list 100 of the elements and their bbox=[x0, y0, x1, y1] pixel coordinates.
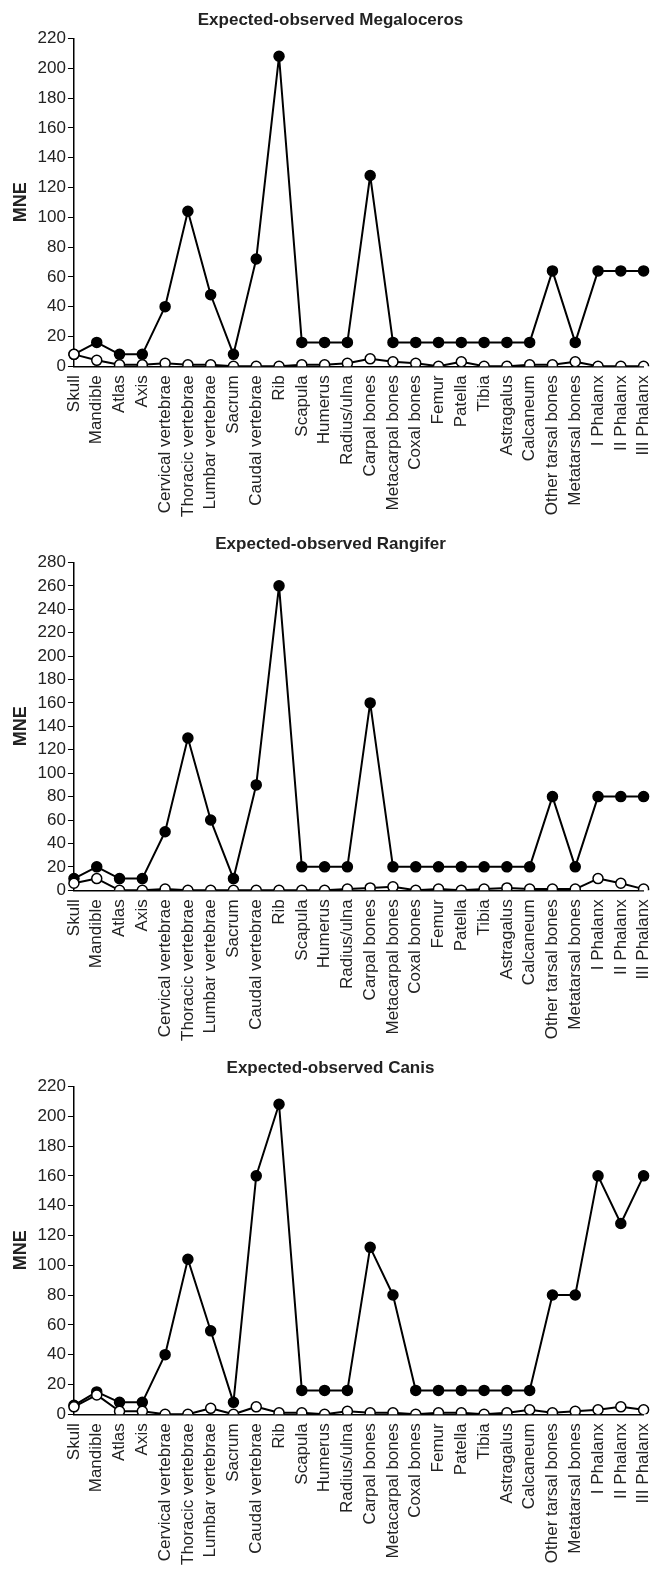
x-tick-label: Femur bbox=[428, 1422, 448, 1473]
x-tick-label: Tibia bbox=[473, 374, 493, 412]
y-tick-label: 20 bbox=[47, 1374, 66, 1394]
x-tick-label: Mandible bbox=[86, 899, 106, 969]
y-tick-label: 120 bbox=[37, 1225, 66, 1245]
x-tick-label: I Phalanx bbox=[587, 1422, 607, 1495]
x-tick-label: Metacarpal bones bbox=[382, 899, 402, 1035]
y-tick-label: 100 bbox=[37, 762, 66, 782]
y-tick-label: 240 bbox=[37, 598, 66, 618]
x-tick-label: III Phalanx bbox=[633, 898, 653, 980]
x-tick-label: Femur bbox=[428, 374, 448, 425]
x-tick-label: Caudal vertebrae bbox=[245, 1423, 265, 1554]
y-tick-label: 220 bbox=[37, 622, 66, 642]
y-tick-label: 140 bbox=[37, 1195, 66, 1215]
x-tick-label: Mandible bbox=[86, 1423, 106, 1493]
x-tick-label: Femur bbox=[428, 898, 448, 949]
y-tick-label: 60 bbox=[47, 266, 66, 286]
x-tick-label: Calcaneum bbox=[519, 375, 539, 462]
x-tick-label: Patella bbox=[451, 374, 470, 428]
y-tick-label: 160 bbox=[37, 117, 66, 137]
x-tick-label: Thoracic vertebrae bbox=[177, 899, 197, 1042]
y-tick-label: 40 bbox=[47, 1344, 66, 1364]
y-tick-label: 20 bbox=[47, 856, 66, 876]
y-tick-label: 180 bbox=[37, 1135, 66, 1155]
x-tick-label: III Phalanx bbox=[633, 374, 653, 456]
x-tick-label: Patella bbox=[451, 1422, 470, 1476]
x-tick-label: Thoracic vertebrae bbox=[177, 1423, 197, 1566]
x-tick-label: Other tarsal bones bbox=[542, 375, 562, 516]
x-tick-label: Calcaneum bbox=[519, 899, 539, 986]
y-tick-label: 180 bbox=[37, 87, 66, 107]
x-tick-label: Metatarsal bones bbox=[564, 899, 584, 1030]
x-tick-label: Astragalus bbox=[496, 1423, 516, 1504]
chart-title: Expected-observed Canis bbox=[226, 1057, 435, 1077]
y-tick-label: 40 bbox=[47, 296, 66, 316]
x-tick-label: Carpal bones bbox=[359, 1423, 379, 1525]
x-tick-label: Humerus bbox=[314, 375, 334, 445]
y-tick-label: 160 bbox=[37, 1165, 66, 1185]
chart-title: Expected-observed Rangifer bbox=[215, 533, 447, 553]
x-tick-label: Axis bbox=[132, 375, 152, 408]
x-tick-label: Scapula bbox=[291, 1422, 311, 1485]
x-tick-label: Other tarsal bones bbox=[542, 1423, 562, 1564]
x-tick-label: II Phalanx bbox=[610, 374, 630, 451]
x-tick-label: Humerus bbox=[314, 899, 334, 969]
x-tick-label: Sacrum bbox=[223, 375, 243, 434]
x-tick-label: Sacrum bbox=[223, 1423, 243, 1482]
y-tick-label: 200 bbox=[37, 645, 66, 665]
x-tick-label: Cervical vertebrae bbox=[154, 375, 174, 514]
x-tick-label: Scapula bbox=[291, 374, 311, 437]
y-tick-label: 180 bbox=[37, 669, 66, 689]
x-tick-label: Skull bbox=[63, 1423, 83, 1461]
x-tick-label: Skull bbox=[63, 899, 83, 937]
x-tick-label: Tibia bbox=[473, 898, 493, 936]
y-tick-label: 260 bbox=[37, 575, 66, 595]
x-tick-label: Axis bbox=[132, 1423, 152, 1456]
x-tick-label: Radius/ulna bbox=[337, 374, 357, 466]
x-tick-label: Coxal bones bbox=[405, 899, 425, 994]
y-tick-label: 80 bbox=[47, 236, 66, 256]
x-tick-label: Other tarsal bones bbox=[542, 899, 562, 1040]
y-tick-label: 80 bbox=[47, 786, 66, 806]
x-tick-label: Thoracic vertebrae bbox=[177, 375, 197, 518]
y-tick-label: 60 bbox=[47, 1314, 66, 1334]
y-tick-label: 280 bbox=[37, 552, 66, 572]
x-tick-label: Scapula bbox=[291, 898, 311, 961]
x-tick-label: Humerus bbox=[314, 1423, 334, 1493]
x-tick-label: Astragalus bbox=[496, 899, 516, 980]
x-tick-label: Carpal bones bbox=[359, 899, 379, 1001]
x-tick-label: I Phalanx bbox=[587, 374, 607, 447]
y-axis-title: MNE bbox=[9, 182, 30, 223]
x-tick-label: Radius/ulna bbox=[337, 898, 357, 990]
x-tick-label: Rib bbox=[268, 899, 288, 925]
y-tick-label: 140 bbox=[37, 716, 66, 736]
x-tick-label: Rib bbox=[268, 1423, 288, 1449]
y-axis-title: MNE bbox=[9, 1230, 30, 1271]
y-tick-label: 0 bbox=[56, 355, 66, 375]
y-tick-label: 220 bbox=[37, 28, 66, 48]
x-tick-label: Cervical vertebrae bbox=[154, 899, 174, 1038]
chart-title: Expected-observed Megaloceros bbox=[197, 9, 464, 29]
x-tick-label: Coxal bones bbox=[405, 1423, 425, 1518]
x-tick-label: Skull bbox=[63, 375, 83, 413]
y-tick-label: 40 bbox=[47, 833, 66, 853]
y-tick-label: 0 bbox=[56, 1403, 66, 1423]
x-tick-label: Lumbar vertebrae bbox=[200, 899, 220, 1034]
y-tick-label: 200 bbox=[37, 57, 66, 77]
x-tick-label: Mandible bbox=[86, 375, 106, 445]
x-tick-label: Astragalus bbox=[496, 375, 516, 456]
y-tick-label: 100 bbox=[37, 1254, 66, 1274]
y-tick-label: 20 bbox=[47, 326, 66, 346]
x-tick-label: Patella bbox=[451, 898, 470, 952]
y-tick-label: 100 bbox=[37, 206, 66, 226]
x-tick-label: Lumbar vertebrae bbox=[200, 375, 220, 510]
x-tick-label: Carpal bones bbox=[359, 375, 379, 477]
x-tick-label: Coxal bones bbox=[405, 375, 425, 470]
y-tick-label: 220 bbox=[37, 1076, 66, 1096]
x-tick-label: Lumbar vertebrae bbox=[200, 1423, 220, 1558]
y-axis-title: MNE bbox=[9, 706, 30, 747]
x-tick-label: Metacarpal bones bbox=[382, 1423, 402, 1559]
y-tick-label: 120 bbox=[37, 177, 66, 197]
x-tick-label: Tibia bbox=[473, 1422, 493, 1460]
x-tick-label: Cervical vertebrae bbox=[154, 1423, 174, 1562]
x-tick-label: Rib bbox=[268, 375, 288, 401]
